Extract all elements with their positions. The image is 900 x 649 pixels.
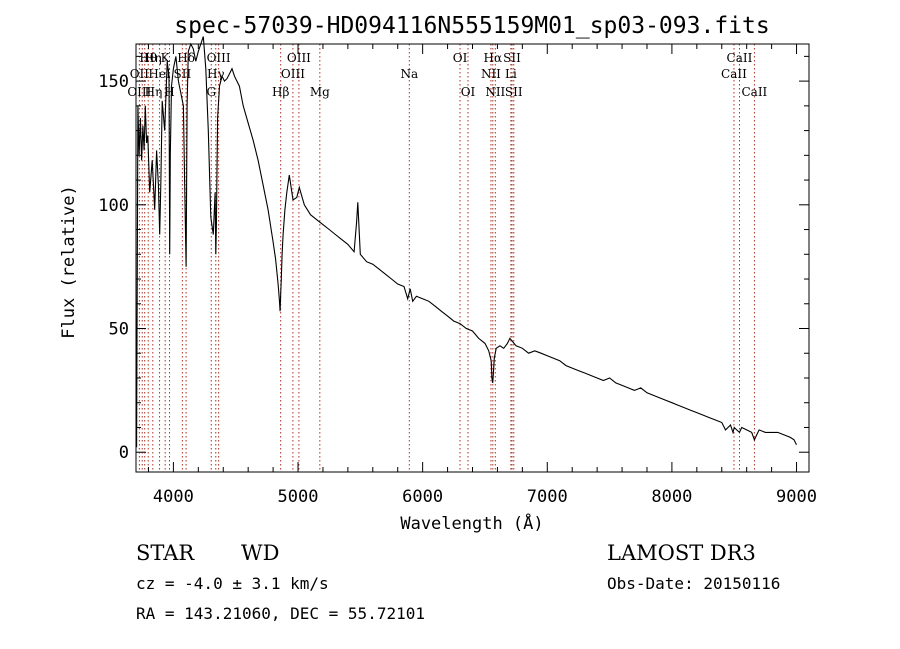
y-tick-label: 0 [119,443,129,463]
line-label-12: G [206,85,216,99]
y-tick-label: 150 [98,72,129,92]
line-label-19: OI [461,85,476,99]
line-label-23: SII [503,51,521,65]
line-label-7: SII [174,67,192,81]
object-subclass: WD [241,541,279,565]
survey-name: LAMOST DR3 [607,541,756,565]
line-label-11: Hγ [207,67,225,81]
x-tick-label: 8000 [651,487,692,507]
line-label-2: OIII [127,85,151,99]
y-axis-ticks: 0 50 100 150 [98,55,809,463]
x-tick-label: 7000 [527,487,568,507]
x-tick-label: 4000 [153,487,194,507]
line-label-22: NII [485,85,505,99]
line-label-13: Hβ [272,85,289,99]
y-axis-label: Flux (relative) [59,185,79,339]
x-tick-label: 6000 [402,487,443,507]
line-label-5: Hη [145,85,163,99]
x-tick-label: 9000 [776,487,817,507]
object-class: STAR [136,541,195,565]
line-label-27: CaII [721,67,747,81]
chart-title: spec-57039-HD094116N555159M01_sp03-093.f… [174,13,769,39]
line-label-4: HeI [148,67,171,81]
line-label-24: Li [505,67,517,81]
line-label-15: OIII [281,67,305,81]
line-label-18: OI [453,51,468,65]
line-label-3: Hη [144,51,162,65]
line-label-14: OIII [287,51,311,65]
line-label-20: Hα [484,51,503,65]
emission-line-markers [138,44,755,472]
line-label-10: OIII [207,51,231,65]
spectrum-line [136,36,797,448]
line-label-16: Mg [310,85,330,99]
y-tick-label: 50 [109,320,129,340]
obs-date: Obs-Date: 20150116 [607,574,780,593]
line-label-21: NII [481,67,501,81]
x-tick-label: 5000 [278,487,319,507]
line-label-17: Na [400,67,418,81]
ra-dec: RA = 143.21060, DEC = 55.72101 [136,604,425,623]
y-tick-label: 100 [98,196,129,216]
line-label-9: Hδ [177,51,195,65]
line-label-25: SII [505,85,523,99]
x-axis-ticks: 4000 5000 6000 7000 8000 9000 [147,44,817,507]
line-label-6: K [161,51,171,65]
x-axis-label: Wavelength (Å) [400,512,543,534]
redshift-cz: cz = -4.0 ± 3.1 km/s [136,574,329,593]
line-label-28: CaII [741,85,767,99]
line-label-0: Hθ [139,51,157,65]
plot-frame [135,43,810,473]
line-label-1: OII [130,67,150,81]
line-label-26: CaII [727,51,753,65]
